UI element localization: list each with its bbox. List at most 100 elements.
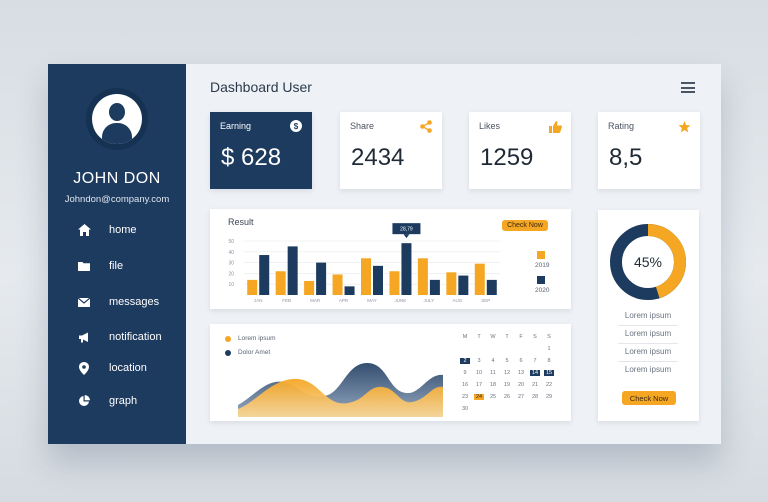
bar-2019-jan[interactable] <box>247 279 258 295</box>
bar-2019-apr[interactable] <box>332 274 343 295</box>
calendar-day[interactable]: 9 <box>463 370 467 376</box>
calendar-day[interactable]: 5 <box>505 358 509 364</box>
bar-2020-apr[interactable] <box>344 286 355 295</box>
calendar-day[interactable]: 25 <box>489 394 497 400</box>
legend-swatch-2020 <box>537 276 545 284</box>
calendar-day[interactable]: 15 <box>544 370 554 376</box>
bar-2020-mar[interactable] <box>316 262 327 295</box>
divider <box>618 343 678 344</box>
bar-2020-feb[interactable] <box>287 246 298 295</box>
calendar-day[interactable]: 17 <box>475 382 483 388</box>
bar-2020-june[interactable] <box>401 243 412 295</box>
check-now-button[interactable]: Check Now <box>502 220 548 231</box>
calendar-day[interactable]: 11 <box>490 370 496 376</box>
calendar-day[interactable]: 3 <box>477 358 481 364</box>
user-email: Johndon@company.com <box>64 194 170 205</box>
calendar-day[interactable]: 22 <box>545 382 553 388</box>
x-tick-label: JAN <box>254 298 263 303</box>
likes-card[interactable]: Likes 1259 <box>469 112 571 189</box>
sidebar-item-file[interactable]: file <box>76 256 123 276</box>
megaphone-icon <box>76 330 92 344</box>
donut-value: 45% <box>633 254 663 270</box>
bar-2019-may[interactable] <box>361 258 371 295</box>
calendar-weekday: T <box>505 334 509 340</box>
calendar-day[interactable]: 4 <box>491 358 495 364</box>
calendar-day[interactable]: 2 <box>460 358 470 364</box>
calendar-day[interactable]: 10 <box>475 370 483 376</box>
wave-area-chart <box>238 362 443 417</box>
share-label: Share <box>350 121 375 131</box>
calendar-day[interactable]: 14 <box>530 370 540 376</box>
avatar[interactable] <box>86 88 148 150</box>
lorem-line-1: Lorem ipsum <box>624 311 672 320</box>
calendar-day[interactable]: 8 <box>547 358 551 364</box>
sidebar-item-location[interactable]: location <box>76 358 147 378</box>
calendar-day[interactable]: 30 <box>461 406 469 412</box>
rating-value: 8,5 <box>609 144 643 171</box>
sidebar-item-notification[interactable]: notification <box>76 327 162 347</box>
sidebar-item-messages[interactable]: messages <box>76 292 159 312</box>
calendar-day[interactable]: 7 <box>533 358 537 364</box>
dollar-icon: $ <box>290 120 302 132</box>
calendar-weekday: F <box>519 334 523 340</box>
folder-icon <box>76 259 92 273</box>
calendar-day[interactable]: 1 <box>547 346 551 352</box>
calendar-day[interactable]: 16 <box>461 382 469 388</box>
x-tick-label: JUNE <box>395 298 407 303</box>
calendar-day[interactable]: 12 <box>503 370 511 376</box>
y-tick-label: 20 <box>228 271 234 277</box>
bar-2020-aug[interactable] <box>458 275 469 295</box>
calendar-day[interactable]: 27 <box>517 394 525 400</box>
bar-2019-mar[interactable] <box>304 280 315 295</box>
bar-chart: 50 40 30 20 10 JAN FEB MAR APR MAY JUNE JULY AUG SEP 2… <box>228 223 500 303</box>
calendar-weekday: S <box>533 334 537 340</box>
calendar-day[interactable]: 20 <box>517 382 525 388</box>
user-name: JOHN DON <box>73 170 161 187</box>
hamburger-menu-icon[interactable] <box>681 82 695 93</box>
calendar: M T W T F S S 1 2 3 4 5 6 7 8 9 10 11 12 13 14 15 16 17 18 19 20 21… <box>460 334 560 414</box>
bar-2020-sep[interactable] <box>486 279 497 295</box>
share-card[interactable]: Share 2434 <box>340 112 442 189</box>
bar-2019-july[interactable] <box>417 258 428 295</box>
bar-2019-june[interactable] <box>389 271 400 295</box>
calendar-weekday: T <box>477 334 481 340</box>
calendar-day[interactable]: 19 <box>503 382 511 388</box>
share-value: 2434 <box>351 144 405 171</box>
divider <box>618 325 678 326</box>
pie-chart-icon <box>76 394 92 408</box>
sidebar-item-label: graph <box>109 395 138 407</box>
dashboard-window: JOHN DON Johndon@company.com home file m… <box>48 64 721 444</box>
calendar-day[interactable]: 6 <box>519 358 523 364</box>
bar-2019-aug[interactable] <box>446 272 457 295</box>
rating-card[interactable]: Rating 8,5 <box>598 112 700 189</box>
bar-2020-may[interactable] <box>373 265 383 295</box>
sidebar-item-label: home <box>109 224 137 236</box>
calendar-day[interactable]: 13 <box>517 370 525 376</box>
bar-2020-jan[interactable] <box>259 255 270 295</box>
earning-card[interactable]: Earning $ $ 628 <box>210 112 312 189</box>
calendar-day[interactable]: 29 <box>545 394 553 400</box>
calendar-day[interactable]: 23 <box>461 394 469 400</box>
calendar-day[interactable]: 28 <box>531 394 539 400</box>
bar-2020-july[interactable] <box>429 279 440 295</box>
y-tick-label: 30 <box>228 261 234 267</box>
calendar-day[interactable]: 24 <box>474 394 484 400</box>
legend-dot-lorem <box>225 336 231 342</box>
legend-swatch-2019 <box>537 251 545 259</box>
lorem-line-3: Lorem ipsum <box>624 347 672 356</box>
share-icon <box>420 120 432 133</box>
check-now-button[interactable]: Check Now <box>622 391 676 405</box>
bar-2019-feb[interactable] <box>275 271 286 295</box>
calendar-day[interactable]: 21 <box>531 382 539 388</box>
calendar-day[interactable]: 18 <box>489 382 497 388</box>
sidebar-item-home[interactable]: home <box>76 220 137 240</box>
likes-value: 1259 <box>480 144 534 171</box>
calendar-day[interactable]: 26 <box>503 394 511 400</box>
bar-2019-sep[interactable] <box>474 263 485 295</box>
sidebar: JOHN DON Johndon@company.com home file m… <box>48 64 186 444</box>
home-icon <box>76 223 92 237</box>
legend-dot-dolor <box>225 350 231 356</box>
earning-value: $ 628 <box>221 144 282 171</box>
sidebar-item-graph[interactable]: graph <box>76 391 137 411</box>
